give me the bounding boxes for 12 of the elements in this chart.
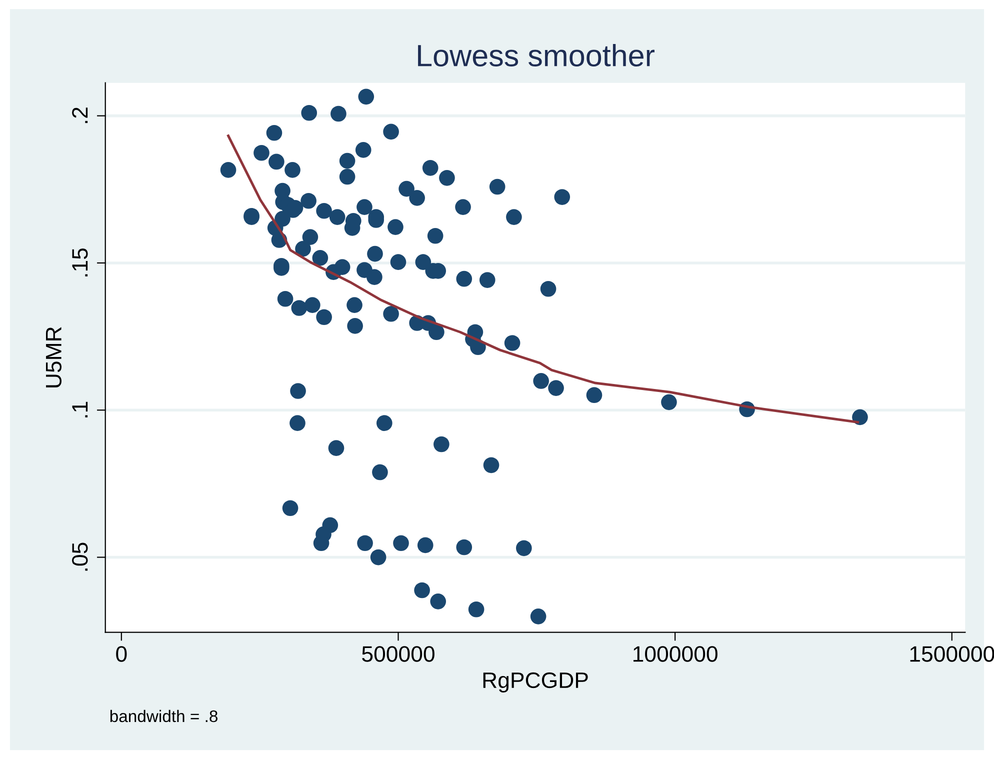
x-axis-title: RgPCGDP [483, 672, 588, 692]
y-axis-title: U5MR [46, 327, 62, 388]
y-tick-label: .2 [72, 108, 88, 124]
y-tick-label: .05 [72, 542, 88, 571]
chart-title: Lowess smoother [418, 44, 654, 66]
x-tick-label: 1500000 [910, 646, 994, 662]
x-tick-label: 0 [116, 646, 127, 662]
y-tick-label: .15 [72, 248, 88, 276]
x-tick-label: 500000 [362, 646, 434, 662]
x-tick-label: 1000000 [634, 646, 718, 662]
text: bandwidth = .8 [110, 710, 218, 722]
y-tick-label: .1 [72, 402, 88, 418]
